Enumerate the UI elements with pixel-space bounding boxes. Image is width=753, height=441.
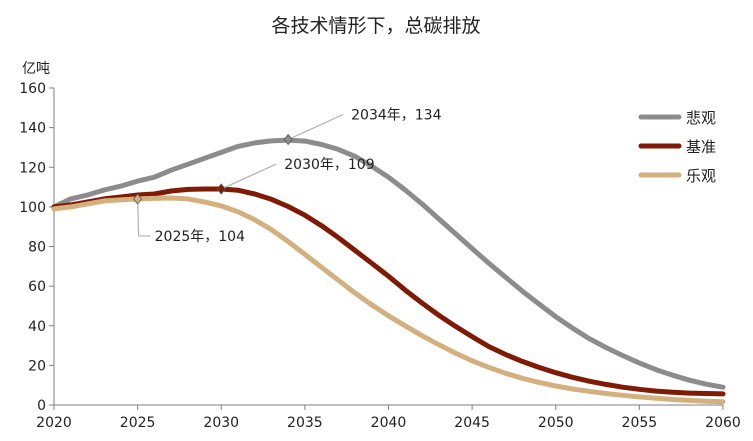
- y-tick-label: 0: [37, 398, 46, 414]
- annotation-leader: [137, 198, 140, 236]
- y-axis-unit: 亿吨: [22, 61, 50, 77]
- annotation-leader: [221, 163, 277, 190]
- x-tick-label: 2050: [538, 415, 574, 431]
- legend-label: 基准: [686, 138, 716, 156]
- annotation-label: 2025年，104: [155, 229, 245, 245]
- legend-label: 乐观: [686, 167, 716, 185]
- x-tick-label: 2060: [705, 415, 741, 431]
- y-tick-label: 80: [28, 240, 46, 256]
- x-tick-label: 2045: [454, 415, 490, 431]
- x-tick-label: 2035: [287, 415, 323, 431]
- y-tick-label: 120: [19, 160, 46, 176]
- annotation-marker: [216, 183, 226, 195]
- y-tick-label: 60: [28, 279, 46, 295]
- x-tick-label: 2055: [622, 415, 658, 431]
- y-tick-label: 160: [19, 81, 46, 97]
- x-tick-label: 2020: [36, 415, 72, 431]
- annotation-label: 2034年，134: [351, 108, 441, 124]
- annotation-marker: [283, 133, 293, 146]
- x-tick-label: 2040: [371, 415, 407, 431]
- y-tick-label: 100: [19, 200, 46, 216]
- chart-title: 各技术情形下，总碳排放: [271, 15, 480, 37]
- x-tick-label: 2025: [120, 415, 156, 431]
- series-line-2: [51, 186, 726, 397]
- y-tick-label: 20: [28, 358, 46, 374]
- y-tick-label: 40: [28, 319, 46, 335]
- series-line-1: [51, 137, 726, 390]
- plot-lines: [51, 137, 726, 405]
- annotation-label: 2030年，109: [284, 157, 374, 173]
- y-tick-label: 140: [19, 121, 46, 137]
- annotation-leader: [287, 113, 344, 141]
- legend-label: 悲观: [686, 109, 716, 127]
- annotations: 2034年，134 2030年，109 2025年，104: [133, 108, 442, 245]
- series-line-3: [51, 195, 726, 405]
- x-tick-label: 2030: [203, 415, 239, 431]
- annotation-marker: [133, 193, 143, 205]
